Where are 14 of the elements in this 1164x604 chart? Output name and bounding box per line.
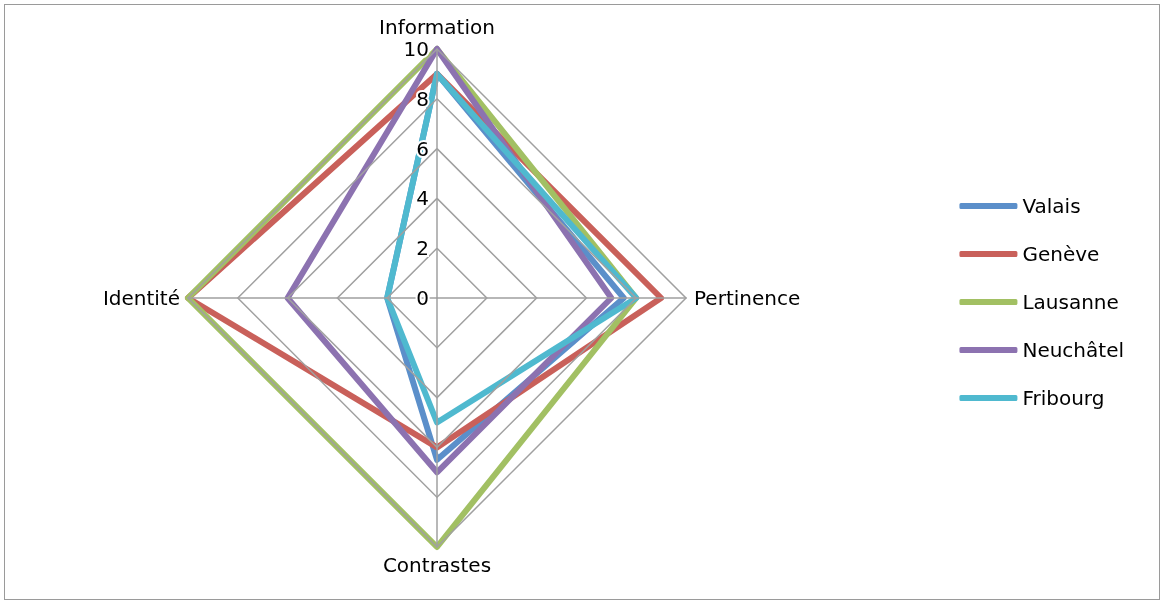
legend-label: Fribourg — [1022, 386, 1105, 410]
y-tick-label: 2 — [416, 236, 429, 261]
spoke-label: Contrastes — [382, 553, 492, 577]
legend-label: Neuchâtel — [1022, 338, 1125, 362]
spoke-label: Identité — [102, 286, 180, 310]
spoke-label: Pertinence — [694, 286, 801, 310]
y-tick-label: 0 — [416, 286, 429, 310]
y-tick-label: 8 — [416, 86, 429, 111]
legend-label: Valais — [1022, 194, 1081, 218]
legend-label: Genève — [1022, 242, 1100, 266]
y-tick-label: 4 — [416, 186, 429, 211]
legend-label: Lausanne — [1022, 290, 1119, 314]
spoke-label: Information — [379, 15, 495, 40]
y-tick-label: 10 — [403, 37, 429, 61]
